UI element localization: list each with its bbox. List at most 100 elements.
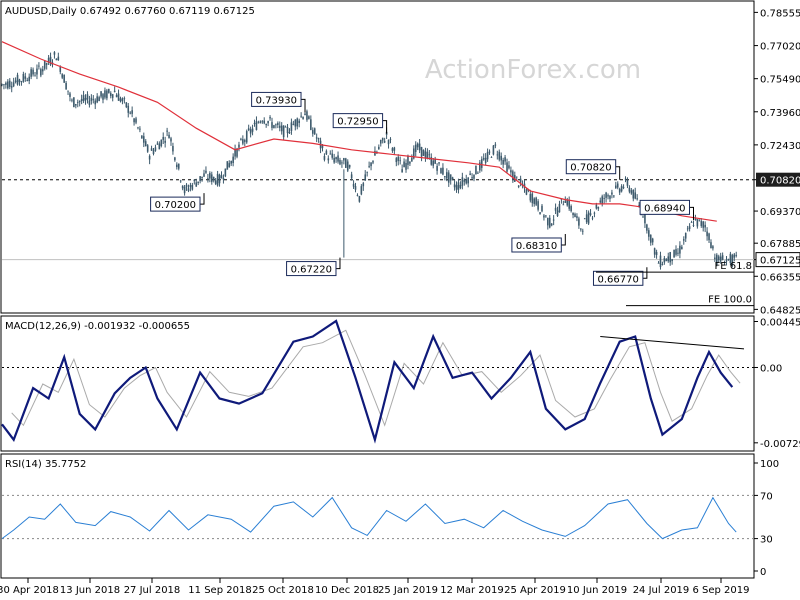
candle-body [649, 234, 652, 243]
callout-box [511, 237, 562, 253]
candle-body [73, 97, 75, 108]
candle-body [335, 157, 337, 160]
candle-body [486, 151, 489, 160]
candle-body [331, 153, 334, 158]
rsi-tick-label: 0 [760, 567, 766, 578]
candle-body [210, 174, 213, 182]
candle-body [370, 162, 372, 167]
date-tick-label: 6 Sep 2019 [692, 585, 749, 596]
candle-body [638, 204, 640, 207]
candle-body [199, 176, 201, 181]
candle-body [714, 257, 716, 260]
candle-body [599, 200, 602, 203]
candle-body [348, 165, 351, 168]
candle-body [179, 180, 182, 182]
candle-body [345, 158, 347, 168]
candle-body [164, 140, 166, 143]
candle-body [253, 122, 256, 124]
candle-body [24, 76, 27, 79]
candle-body [539, 212, 541, 215]
candle-body [306, 111, 308, 120]
candle-body [554, 207, 557, 211]
callout-label: 0.73930 [256, 95, 297, 106]
candle-body [43, 60, 46, 69]
candle-body [170, 138, 172, 142]
candle-body [69, 93, 71, 97]
candle-body [412, 148, 415, 159]
candle-body [245, 131, 248, 143]
candle-body [696, 219, 699, 227]
candle-body [360, 186, 363, 195]
candle-body [710, 242, 712, 249]
candle-body [115, 95, 118, 98]
candle-body [84, 97, 87, 101]
candle-body [224, 168, 227, 177]
candle-body [263, 120, 266, 124]
candle-body [519, 178, 522, 183]
candle-body [634, 192, 637, 199]
candle-body [533, 198, 536, 204]
candle-body [269, 117, 271, 119]
candle-body [436, 165, 438, 171]
candle-body [671, 259, 673, 262]
callout-label: 0.67220 [291, 265, 332, 276]
callout-box [565, 159, 617, 175]
candle-body [144, 141, 147, 147]
candle-body [271, 122, 273, 128]
candle-body [133, 118, 135, 123]
candle-body [403, 161, 405, 168]
candle-body [479, 162, 481, 171]
candle-body [661, 264, 664, 265]
candle-body [651, 238, 654, 243]
candle-body [1, 84, 3, 86]
candle-body [690, 222, 693, 223]
candle-body [733, 254, 736, 258]
candle-body [76, 102, 79, 103]
rsi-tick-label: 70 [760, 491, 773, 502]
candle-body [477, 172, 479, 174]
date-tick-label: 27 Jul 2018 [124, 585, 181, 596]
date-tick-label: 13 Jun 2018 [60, 585, 120, 596]
candle-body [517, 185, 520, 187]
candle-body [352, 183, 355, 187]
candle-body [174, 157, 176, 161]
candle-body [667, 256, 670, 262]
candle-body [663, 258, 666, 263]
macd-panel-frame [0, 315, 755, 452]
rsi-axis: 100 70 30 0 [754, 459, 779, 578]
candle-body [686, 228, 689, 230]
candle-body [5, 82, 7, 85]
candle-body [459, 184, 462, 188]
callout-box [286, 261, 337, 277]
candle-body [706, 231, 708, 237]
date-tick-label: 10 Jun 2019 [567, 585, 627, 596]
candle-body [278, 125, 281, 128]
candle-body [131, 110, 133, 114]
candle-body [127, 105, 130, 113]
candle-body [525, 189, 528, 195]
candle-body [261, 121, 264, 123]
candle-body [597, 207, 600, 209]
candle-body [615, 185, 617, 189]
candle-body [187, 188, 190, 191]
candle-body [119, 98, 122, 102]
candle-body [591, 217, 594, 219]
candle-body [630, 190, 633, 194]
candle-body [552, 219, 555, 221]
candle-body [185, 184, 188, 188]
candle-body [607, 195, 609, 197]
candle-body [203, 173, 205, 177]
candle-body [121, 98, 124, 102]
candle-body [53, 52, 56, 55]
candle-body [490, 157, 493, 158]
candle-body [294, 119, 297, 127]
candle-body [644, 213, 646, 224]
date-tick-label: 30 Apr 2018 [0, 585, 59, 596]
candle-body [442, 167, 444, 175]
candle-body [30, 69, 32, 77]
candle-body [310, 119, 312, 130]
candle-body [444, 176, 446, 178]
candle-body [399, 160, 401, 162]
candle-body [3, 84, 5, 86]
candle-body [197, 181, 199, 183]
